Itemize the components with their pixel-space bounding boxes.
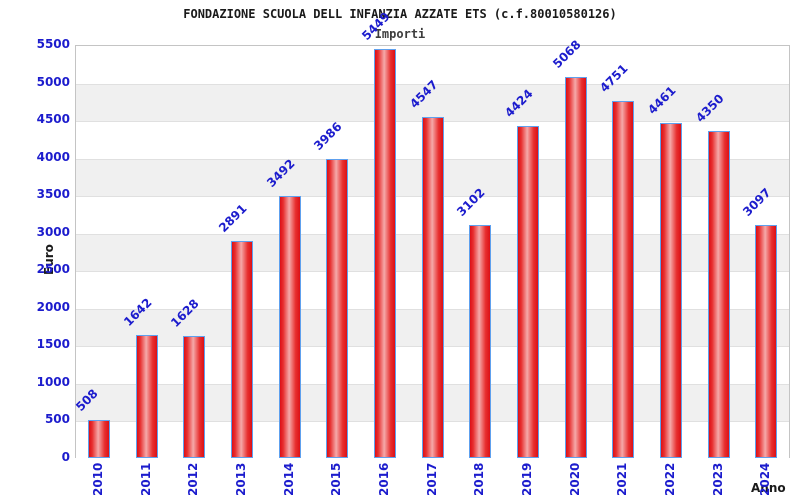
y-tick-label: 1000 <box>36 374 70 389</box>
y-tick-label: 4500 <box>36 112 70 127</box>
y-tick-label: 2500 <box>36 262 70 277</box>
x-tick-label: 2022 <box>663 462 677 496</box>
y-tick-label: 5000 <box>36 74 70 89</box>
bar-2014 <box>279 196 301 458</box>
bar-2024 <box>755 225 777 458</box>
y-tick-label: 3500 <box>36 187 70 202</box>
x-tick-label: 2014 <box>282 462 296 496</box>
bar-2010 <box>88 420 110 458</box>
plot-band <box>76 83 789 122</box>
x-tick-label: 2020 <box>568 462 582 496</box>
bar-2021 <box>612 101 634 458</box>
bar-2022 <box>660 123 682 458</box>
x-tick-label: 2023 <box>711 462 725 496</box>
x-tick-label: 2015 <box>329 462 343 496</box>
y-tick-label: 4000 <box>36 149 70 164</box>
bar-2013 <box>231 241 253 458</box>
x-tick-label: 2012 <box>186 462 200 496</box>
bar-2020 <box>565 77 587 458</box>
x-tick-label: 2024 <box>758 462 772 496</box>
chart-subtitle: Importi <box>374 27 426 41</box>
bar-2019 <box>517 126 539 458</box>
bar-2015 <box>326 159 348 458</box>
bar-2012 <box>183 336 205 458</box>
y-tick-label: 2000 <box>36 299 70 314</box>
y-tick-label: 1500 <box>36 337 70 352</box>
y-tick-label: 5500 <box>36 37 70 51</box>
bar-2016 <box>374 49 396 458</box>
gridline <box>76 83 789 85</box>
x-tick-label: 2017 <box>425 462 439 496</box>
x-tick-label: 2010 <box>91 462 105 496</box>
x-tick-label: 2018 <box>472 462 486 496</box>
y-tick-label: 3000 <box>36 224 70 239</box>
x-tick-label: 2021 <box>615 462 629 496</box>
bar-2011 <box>136 335 158 458</box>
x-tick-label: 2016 <box>377 462 391 496</box>
bar-2018 <box>469 225 491 458</box>
x-tick-label: 2013 <box>234 462 248 496</box>
x-tick-label: 2019 <box>520 462 534 496</box>
x-axis-title: Anno <box>751 481 786 495</box>
bar-2017 <box>422 117 444 458</box>
chart-title: FONDAZIONE SCUOLA DELL INFANZIA AZZATE E… <box>183 7 617 21</box>
bar-2023 <box>708 131 730 458</box>
y-tick-label: 500 <box>44 412 70 427</box>
y-tick-label: 0 <box>61 450 70 464</box>
plot-band <box>76 46 789 84</box>
x-tick-label: 2011 <box>139 462 153 496</box>
